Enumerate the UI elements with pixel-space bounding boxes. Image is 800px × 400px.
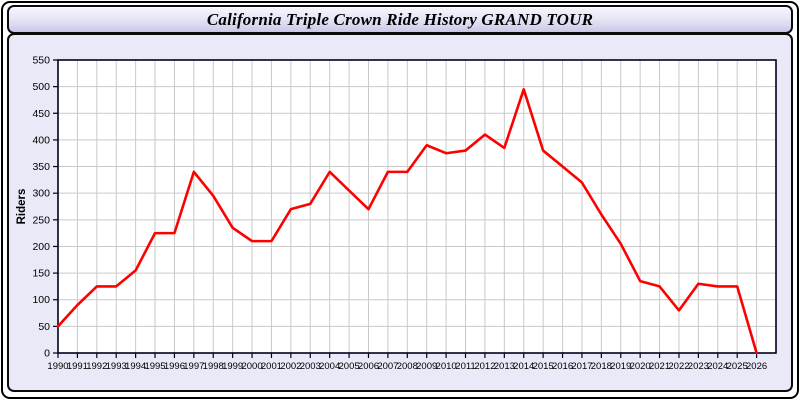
chart-panel: 0 50 100 150 200 250 300 350 400 450 500 550 1990 199… [7, 33, 793, 392]
svg-text:2025: 2025 [727, 361, 748, 372]
svg-text:2003: 2003 [300, 361, 321, 372]
svg-text:1996: 1996 [164, 361, 185, 372]
svg-text:2018: 2018 [591, 361, 612, 372]
x-gridlines [76, 60, 758, 353]
svg-text:550: 550 [32, 55, 50, 67]
ride-history-line-chart: 0 50 100 150 200 250 300 350 400 450 500 550 1990 199… [9, 35, 791, 390]
y-gridlines [58, 86, 776, 327]
svg-text:2024: 2024 [707, 361, 728, 372]
svg-text:2022: 2022 [668, 361, 689, 372]
svg-text:2010: 2010 [436, 361, 457, 372]
svg-text:2013: 2013 [494, 361, 515, 372]
svg-text:350: 350 [32, 161, 50, 173]
svg-text:2008: 2008 [397, 361, 418, 372]
svg-text:250: 250 [32, 214, 50, 226]
plot-area [58, 60, 776, 353]
svg-text:2026: 2026 [746, 361, 767, 372]
svg-text:300: 300 [32, 188, 50, 200]
svg-text:1999: 1999 [222, 361, 243, 372]
svg-text:50: 50 [38, 321, 50, 333]
svg-text:1992: 1992 [86, 361, 107, 372]
svg-text:1994: 1994 [125, 361, 146, 372]
svg-text:2021: 2021 [649, 361, 670, 372]
x-axis-ticks [57, 353, 758, 358]
plot-border [57, 59, 777, 354]
svg-text:100: 100 [32, 294, 50, 306]
x-axis-labels: 1990199119921993199419951996199719981999… [47, 361, 767, 372]
svg-text:1991: 1991 [67, 361, 88, 372]
svg-text:450: 450 [32, 108, 50, 120]
y-axis-title: Riders [16, 189, 28, 225]
svg-text:200: 200 [32, 241, 50, 253]
svg-text:2005: 2005 [339, 361, 360, 372]
svg-text:1997: 1997 [183, 361, 204, 372]
svg-text:2009: 2009 [416, 361, 437, 372]
chart-svg: 0501001502002503003504004505005501990199… [16, 55, 777, 372]
svg-text:2015: 2015 [533, 361, 554, 372]
svg-text:2020: 2020 [630, 361, 651, 372]
svg-text:2017: 2017 [571, 361, 592, 372]
svg-text:150: 150 [32, 268, 50, 280]
svg-text:2006: 2006 [358, 361, 379, 372]
svg-text:0: 0 [44, 348, 50, 360]
svg-text:2019: 2019 [610, 361, 631, 372]
svg-text:2014: 2014 [513, 361, 534, 372]
svg-text:2004: 2004 [319, 361, 340, 372]
svg-text:400: 400 [32, 134, 50, 146]
svg-text:2012: 2012 [474, 361, 495, 372]
svg-text:2011: 2011 [455, 361, 475, 372]
svg-text:1990: 1990 [47, 361, 68, 372]
svg-text:1995: 1995 [144, 361, 165, 372]
svg-text:2000: 2000 [241, 361, 262, 372]
svg-text:1998: 1998 [203, 361, 224, 372]
svg-text:2016: 2016 [552, 361, 573, 372]
svg-text:2007: 2007 [377, 361, 398, 372]
svg-text:1993: 1993 [106, 361, 127, 372]
svg-text:2001: 2001 [261, 361, 282, 372]
svg-text:2023: 2023 [688, 361, 709, 372]
y-axis-ticks [53, 59, 58, 354]
y-axis-labels: 0 50 100 150 200 250 300 350 400 450 500 550 [32, 55, 50, 360]
title-bar: California Triple Crown Ride History GRA… [7, 5, 793, 34]
series-line-riders [56, 87, 758, 355]
chart-title: California Triple Crown Ride History GRA… [206, 9, 594, 29]
svg-text:2002: 2002 [280, 361, 301, 372]
svg-text:500: 500 [32, 81, 50, 93]
